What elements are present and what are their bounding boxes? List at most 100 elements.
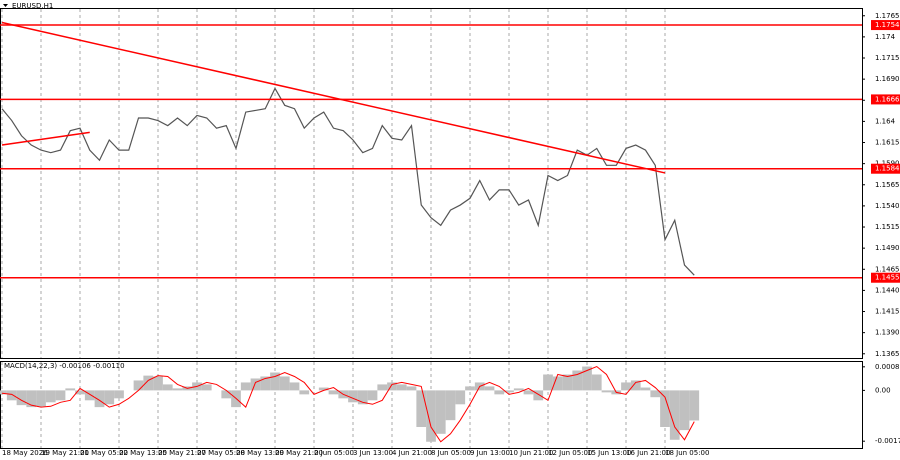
histogram-bar bbox=[55, 390, 66, 401]
y-tick-label: 1.174 bbox=[875, 33, 896, 41]
histogram-bar bbox=[426, 390, 436, 442]
signal-line bbox=[1, 365, 695, 443]
histogram-bar bbox=[348, 390, 358, 403]
histogram-bar bbox=[6, 390, 17, 401]
histogram-bar bbox=[114, 390, 124, 399]
y-tick-label: 0.00083 bbox=[875, 363, 900, 371]
histogram-bar bbox=[133, 380, 144, 391]
y-tick-label: 1.1515 bbox=[875, 223, 900, 231]
histogram-bar bbox=[289, 382, 300, 391]
histogram-bar bbox=[572, 370, 583, 391]
histogram-bar bbox=[669, 390, 680, 440]
histogram-bar bbox=[45, 390, 56, 403]
y-tick-label: 1.1765 bbox=[875, 12, 900, 20]
x-tick-label: 12 Jun 05:00 bbox=[548, 449, 592, 457]
macd-label: MACD(14,22,3) -0.00106 -0.00110 bbox=[4, 362, 125, 370]
x-tick-label: 15 Jun 13:00 bbox=[587, 449, 631, 457]
x-tick-label: 27 May 05:00 bbox=[197, 449, 245, 457]
histogram-bar bbox=[26, 390, 37, 408]
y-tick-label: 0.00 bbox=[875, 386, 891, 394]
x-tick-label: 2 Jun 05:00 bbox=[314, 449, 354, 457]
y-tick-label: 1.1540 bbox=[875, 202, 900, 210]
level-label: 1.1455 bbox=[875, 274, 900, 282]
histogram-bar bbox=[523, 390, 534, 395]
histogram-bar bbox=[504, 390, 514, 393]
histogram-bar bbox=[650, 390, 661, 398]
histogram-bar bbox=[143, 375, 154, 391]
price-pane bbox=[0, 8, 863, 359]
x-tick-label: 8 Jun 05:00 bbox=[431, 449, 471, 457]
y-tick-label: 1.1615 bbox=[875, 139, 900, 147]
histogram-bar bbox=[406, 386, 417, 391]
x-tick-label: 22 May 13:00 bbox=[119, 449, 167, 457]
histogram-bar bbox=[640, 387, 651, 391]
histogram-bar bbox=[396, 384, 407, 391]
y-tick-label: 1.1365 bbox=[875, 350, 900, 358]
histogram-bar bbox=[435, 390, 446, 434]
macd-pane bbox=[0, 361, 863, 449]
y-tick-label: 1.1415 bbox=[875, 308, 900, 316]
histogram-bar bbox=[387, 382, 397, 391]
histogram-bar bbox=[689, 390, 700, 421]
histogram-bar bbox=[513, 388, 524, 391]
y-tick-label: 1.1565 bbox=[875, 181, 900, 189]
histogram-bar bbox=[299, 390, 310, 395]
trend-line bbox=[1, 21, 666, 174]
histogram-bar bbox=[552, 376, 563, 391]
y-tick-label: 1.1440 bbox=[875, 286, 900, 294]
histogram-bar bbox=[318, 387, 329, 391]
histogram-bar bbox=[201, 384, 212, 391]
y-tick-label: 1.1390 bbox=[875, 329, 900, 337]
x-tick-label: 25 May 21:00 bbox=[158, 449, 206, 457]
histogram-bar bbox=[621, 382, 631, 391]
x-tick-label: 19 May 21:00 bbox=[41, 449, 89, 457]
level-label-box bbox=[871, 20, 900, 31]
level-label-box bbox=[871, 94, 900, 105]
histogram-bar bbox=[562, 374, 573, 391]
histogram-bar bbox=[36, 390, 46, 407]
histogram-bar bbox=[270, 372, 280, 391]
symbol-label: EURUSD,H1 bbox=[12, 2, 53, 10]
x-tick-label: 16 Jun 21:00 bbox=[626, 449, 670, 457]
x-tick-label: 10 Jun 21:00 bbox=[509, 449, 553, 457]
histogram-bar bbox=[94, 390, 105, 408]
histogram-bar bbox=[75, 390, 85, 395]
level-label: 1.1666 bbox=[875, 95, 900, 103]
histogram-bar bbox=[455, 390, 466, 405]
histogram-bar bbox=[84, 390, 95, 401]
histogram-bar bbox=[16, 390, 27, 406]
level-label-box bbox=[871, 272, 900, 283]
dropdown-icon bbox=[3, 4, 8, 7]
histogram-bar bbox=[162, 384, 173, 391]
x-tick-label: 21 May 05:00 bbox=[80, 449, 128, 457]
histogram-bar bbox=[484, 386, 495, 391]
y-tick-label: 1.1465 bbox=[875, 265, 900, 273]
x-tick-label: 4 Jun 21:00 bbox=[392, 449, 432, 457]
y-tick-label: 1.164 bbox=[875, 117, 896, 125]
histogram-bar bbox=[357, 390, 368, 405]
histogram-bar bbox=[543, 374, 553, 391]
histogram-bar bbox=[367, 390, 378, 401]
y-tick-label: 1.1590 bbox=[875, 160, 900, 168]
histogram-bar bbox=[0, 390, 7, 395]
y-tick-label: 1.1490 bbox=[875, 244, 900, 252]
x-tick-label: 3 Jun 13:00 bbox=[353, 449, 393, 457]
histogram-bar bbox=[377, 384, 388, 391]
x-tick-label: 18 Jun 05:00 bbox=[665, 449, 709, 457]
histogram-bar bbox=[65, 388, 76, 391]
histogram-bar bbox=[445, 390, 456, 421]
x-tick-label: 29 May 21:00 bbox=[275, 449, 323, 457]
histogram-bar bbox=[416, 390, 427, 427]
trend-line bbox=[1, 131, 90, 146]
x-tick-label: 9 Jun 13:00 bbox=[470, 449, 510, 457]
histogram-bar bbox=[328, 390, 339, 395]
histogram-bar bbox=[630, 380, 641, 391]
histogram-bar bbox=[533, 390, 544, 401]
x-tick-label: 28 May 13:00 bbox=[236, 449, 284, 457]
histogram-bar bbox=[601, 390, 612, 393]
level-label: 1.1754 bbox=[875, 21, 900, 29]
histogram-bar bbox=[221, 390, 232, 399]
price-line bbox=[1, 87, 695, 276]
histogram-bar bbox=[465, 386, 475, 391]
